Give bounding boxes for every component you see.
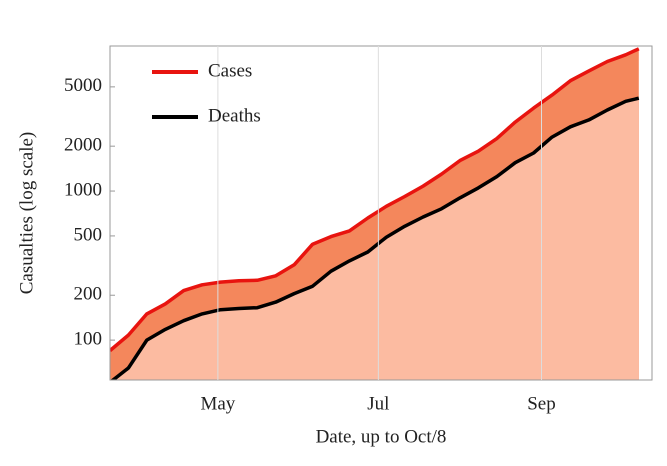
y-tick-label: 500 <box>74 224 103 245</box>
y-tick-label: 2000 <box>64 135 102 156</box>
series-line <box>110 47 640 352</box>
x-tick-label: Jul <box>367 393 389 414</box>
series-line <box>110 96 640 380</box>
y-tick-label: 100 <box>74 328 103 349</box>
plot-frame <box>109 45 653 381</box>
y-tick-label: 5000 <box>64 75 102 96</box>
plot-area <box>110 47 640 380</box>
legend-label: Deaths <box>208 105 261 126</box>
x-axis-label: Date, up to Oct/8 <box>316 426 447 447</box>
x-tick-label: May <box>200 393 235 414</box>
y-tick-label: 1000 <box>64 179 102 200</box>
y-tick-label: 200 <box>74 284 103 305</box>
y-axis-label: Casualties (log scale) <box>16 132 37 295</box>
x-tick-label: Sep <box>527 393 556 414</box>
legend-label: Cases <box>208 60 252 81</box>
